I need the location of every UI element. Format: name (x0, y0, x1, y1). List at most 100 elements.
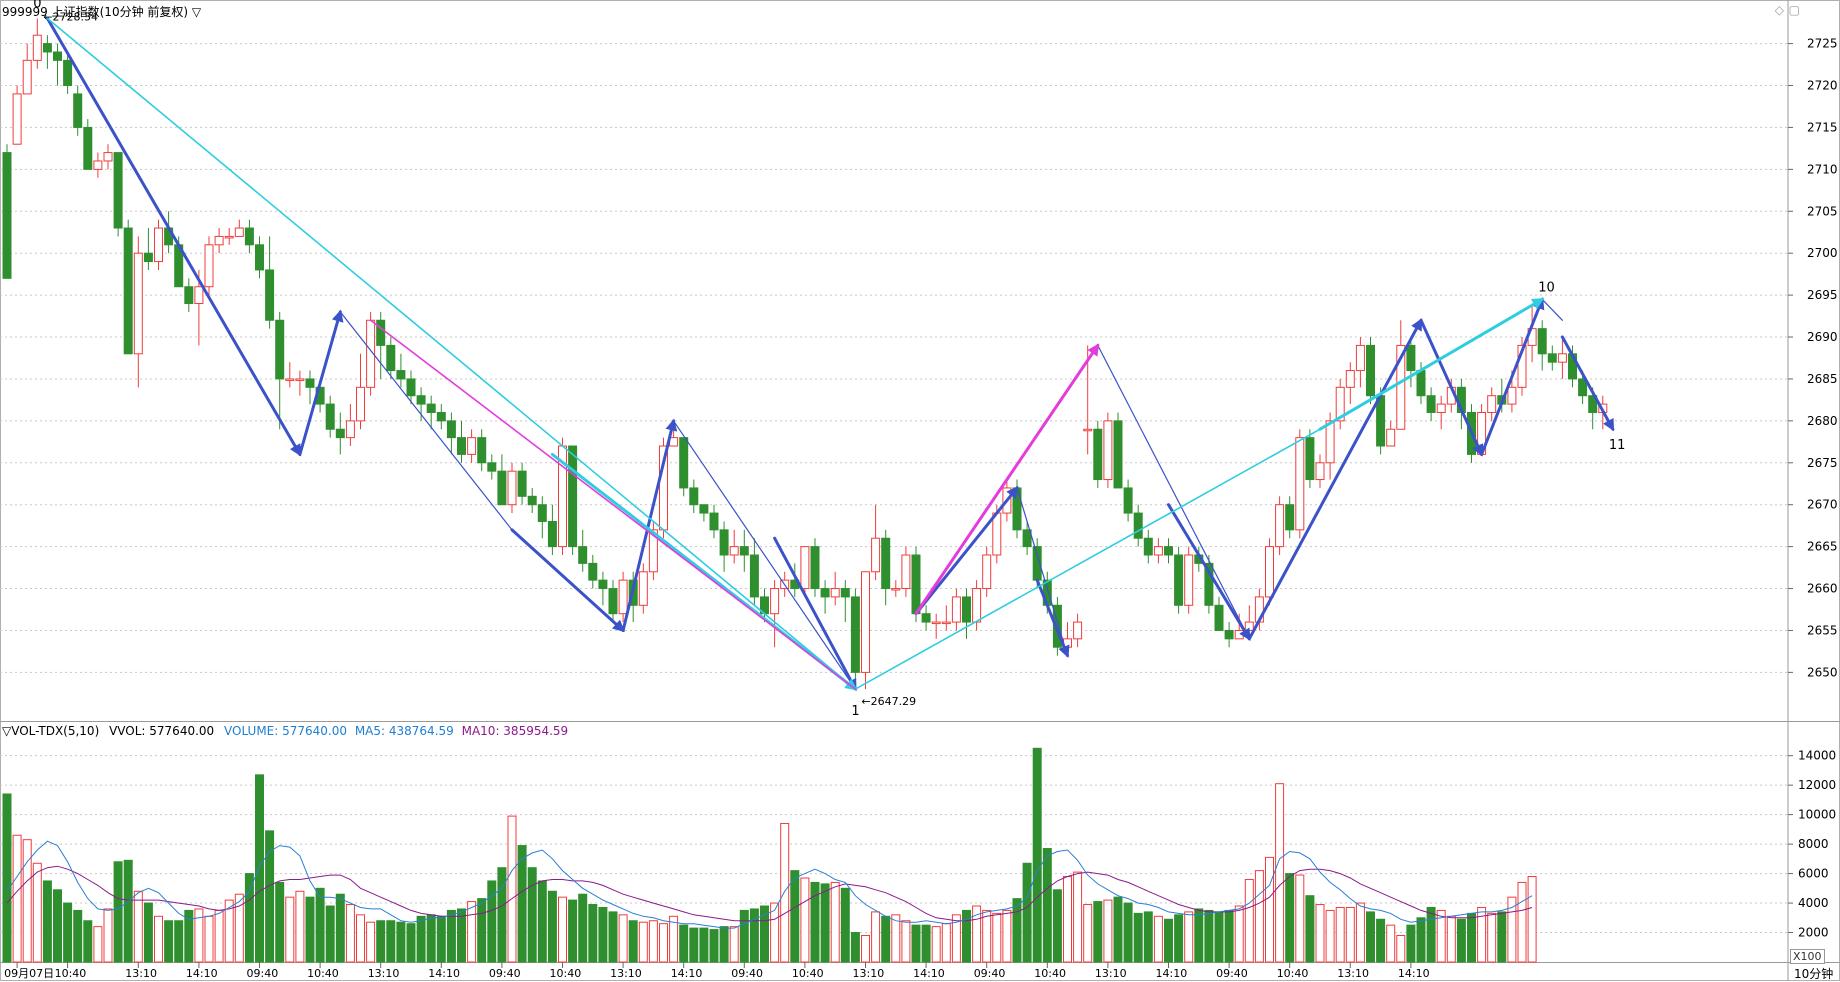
volume-bar (1052, 889, 1062, 963)
candle-body (1315, 462, 1325, 481)
candle-body (729, 546, 739, 556)
volume-indicator-label[interactable]: ▽VOL-TDX(5,10) (2, 724, 100, 738)
volume-bar (709, 929, 719, 963)
volume-bar (800, 877, 810, 963)
volume-header: ▽VOL-TDX(5,10) VVOL: 577640.00 VOLUME: 5… (2, 724, 568, 738)
volume-bar (1254, 870, 1264, 963)
candle-body (103, 152, 113, 162)
candle-body (1335, 386, 1345, 422)
candle-body (1295, 437, 1305, 531)
candle-body (830, 588, 840, 598)
time-tick-label: 10:40 (307, 967, 339, 980)
volume-bar (204, 915, 214, 963)
volume-bar (376, 920, 386, 963)
candle-body (951, 596, 961, 623)
volume-bar (850, 932, 860, 963)
time-tick-label: 09:40 (247, 967, 279, 980)
volume-bar (568, 899, 578, 963)
candle-body (1285, 504, 1295, 531)
candle-body (386, 344, 396, 372)
chart-title-caret-icon[interactable]: ▽ (191, 5, 202, 19)
candle-body (63, 59, 73, 87)
candle-body (1153, 546, 1163, 556)
candle-body (285, 378, 295, 381)
stroke-line-blue (914, 486, 1019, 616)
stroke-line-blue (1480, 297, 1545, 456)
volume-bar (42, 880, 52, 963)
candle-body (547, 520, 557, 548)
volume-bar (780, 822, 790, 963)
candle-body (1537, 328, 1547, 355)
candle-body (234, 227, 244, 237)
candle-body (1093, 428, 1103, 481)
volume-bar (295, 890, 305, 963)
candle-body (1204, 562, 1214, 606)
time-tick-label: 14:10 (913, 967, 945, 980)
candle-body (1355, 344, 1365, 372)
candle-body (820, 588, 830, 598)
candle-body (1133, 512, 1143, 539)
volume-bar (1012, 898, 1022, 963)
candle-body (901, 554, 911, 590)
volume-bar (1214, 911, 1224, 963)
candle-body (154, 227, 163, 263)
vvol-label: VVOL: 577640.00 (109, 724, 215, 738)
volume-bar (760, 905, 769, 963)
volume-bar (1436, 909, 1446, 963)
candle-body (719, 529, 729, 556)
volume-bar (1194, 908, 1204, 963)
price-tick-label: 2650 (1807, 665, 1838, 679)
candle-body (749, 554, 759, 598)
window-max-icon[interactable]: ▢ (1788, 3, 1800, 17)
time-tick-label: 13:10 (1095, 967, 1127, 980)
volume-bar (1022, 862, 1032, 963)
stroke-line-magenta (914, 343, 1100, 616)
point-label: 0 (33, 0, 41, 12)
candle-body (1386, 428, 1396, 447)
candle-body (12, 93, 22, 145)
price-tick-label: 2700 (1807, 246, 1838, 260)
candle-body (1305, 437, 1315, 481)
candle-body (1507, 386, 1517, 405)
price-tick-label: 2690 (1807, 330, 1838, 344)
volume-bar (1315, 904, 1325, 963)
candle-body (133, 252, 143, 355)
volume-bar (1366, 911, 1375, 963)
stroke-line-blue (45, 16, 302, 457)
price-tick-label: 2695 (1807, 288, 1838, 302)
volume-bar (507, 815, 517, 963)
point-label: 1 (851, 704, 859, 719)
volume-bar (1396, 934, 1406, 963)
candle-body (911, 554, 921, 615)
chart-title[interactable]: 999999 上证指数(10分钟 前复权) ▽ (2, 3, 201, 20)
time-tick-label: 14:10 (671, 967, 703, 980)
candle-body (22, 59, 32, 95)
volume-bar (184, 909, 194, 963)
time-tick-label: 09:40 (731, 967, 763, 980)
stroke-line-cyan (1318, 297, 1545, 431)
candle-body (810, 546, 820, 590)
candle-body (396, 370, 406, 380)
volume-bar (275, 881, 285, 963)
volume-bar (436, 915, 446, 963)
volume-bar (123, 859, 133, 963)
stroke-line-blue (1419, 318, 1484, 457)
period-label[interactable]: 10分钟 (1794, 967, 1834, 981)
candle-body (861, 571, 870, 673)
volume-bar (840, 887, 850, 963)
stroke-line-blue (510, 528, 625, 633)
candle-body (588, 562, 598, 581)
window-restore-icon[interactable]: ◇ (1774, 3, 1784, 17)
ma5-line (6, 840, 1533, 929)
volume-bar (921, 924, 931, 963)
price-tick-label: 2675 (1807, 456, 1838, 470)
ma10-label: MA10: 385954.59 (461, 724, 569, 738)
volume-bar (335, 893, 345, 963)
volume-bar (1143, 911, 1153, 963)
candle-body (467, 437, 477, 455)
candle-body (305, 378, 315, 388)
volume-bar (255, 774, 264, 963)
point-label: 11 (1609, 438, 1626, 453)
volume-bar (1477, 906, 1487, 963)
volume-bar (911, 924, 921, 963)
